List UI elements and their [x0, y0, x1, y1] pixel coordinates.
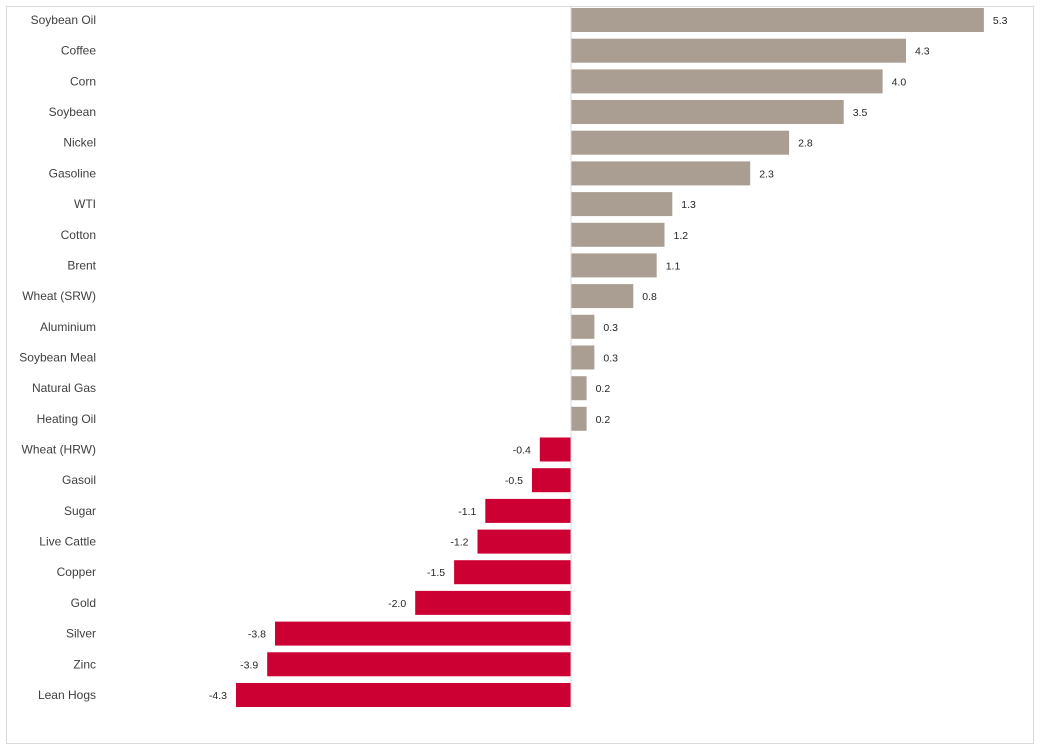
category-label-copper: Copper — [57, 565, 96, 579]
bar-heating-oil — [571, 406, 587, 431]
category-label-corn: Corn — [70, 74, 96, 88]
bar-coffee — [571, 38, 906, 63]
value-label-coffee: 4.3 — [915, 46, 930, 58]
bar-brent — [571, 253, 657, 278]
category-label-aluminium: Aluminium — [40, 320, 96, 334]
category-label-gasoline: Gasoline — [49, 166, 97, 180]
bar-gold — [415, 590, 571, 615]
value-label-soybean-meal: 0.3 — [603, 353, 618, 365]
value-label-nickel: 2.8 — [798, 138, 813, 150]
bar-cotton — [571, 222, 665, 247]
value-label-gold: -2.0 — [388, 598, 406, 610]
value-label-sugar: -1.1 — [458, 506, 476, 518]
value-label-wti: 1.3 — [681, 199, 696, 211]
bar-silver — [275, 621, 571, 646]
chart-frame — [6, 6, 1034, 744]
bar-natural-gas — [571, 376, 587, 401]
value-label-zinc: -3.9 — [240, 659, 258, 671]
category-label-heating-oil: Heating Oil — [37, 412, 96, 426]
bar-gasoil — [532, 468, 571, 493]
value-label-silver: -3.8 — [248, 629, 266, 641]
bar-lean-hogs — [236, 683, 571, 707]
value-label-corn: 4.0 — [892, 76, 907, 88]
category-label-soybean-oil: Soybean Oil — [31, 13, 96, 27]
category-label-cotton: Cotton — [61, 228, 96, 242]
category-label-silver: Silver — [66, 627, 96, 641]
category-label-soybean-meal: Soybean Meal — [19, 351, 96, 365]
value-label-copper: -1.5 — [427, 567, 445, 579]
value-label-cotton: 1.2 — [674, 230, 689, 242]
category-label-soybean: Soybean — [49, 105, 96, 119]
category-label-natural-gas: Natural Gas — [32, 381, 96, 395]
bar-gasoline — [571, 161, 751, 186]
category-label-nickel: Nickel — [63, 136, 96, 150]
bar-wheat-hrw — [539, 437, 571, 462]
value-label-aluminium: 0.3 — [603, 322, 618, 334]
category-label-gold: Gold — [71, 596, 96, 610]
category-label-zinc: Zinc — [73, 657, 96, 671]
category-label-sugar: Sugar — [64, 504, 96, 518]
bar-zinc — [267, 652, 571, 677]
bar-copper — [454, 560, 571, 585]
labels-layer: Soybean Oil 5.3 Coffee 4.3 Corn 4.0 Soybean 3.5… — [19, 13, 1007, 702]
bars-layer — [236, 8, 984, 707]
value-label-brent: 1.1 — [666, 260, 681, 272]
category-label-live-cattle: Live Cattle — [39, 535, 96, 549]
bar-live-cattle — [477, 529, 571, 554]
category-label-wheat-hrw: Wheat (HRW) — [22, 443, 96, 457]
bar-soybean-oil — [571, 8, 984, 32]
value-label-heating-oil: 0.2 — [596, 414, 611, 426]
category-label-coffee: Coffee — [61, 44, 96, 58]
value-label-soybean-oil: 5.3 — [993, 15, 1008, 27]
category-label-lean-hogs: Lean Hogs — [38, 688, 96, 702]
value-label-gasoline: 2.3 — [759, 168, 774, 180]
bar-wti — [571, 192, 673, 217]
value-label-gasoil: -0.5 — [505, 475, 523, 487]
bar-sugar — [485, 498, 571, 523]
value-label-wheat-hrw: -0.4 — [513, 445, 531, 457]
category-label-wti: WTI — [74, 197, 96, 211]
category-label-gasoil: Gasoil — [62, 473, 96, 487]
category-label-brent: Brent — [67, 258, 96, 272]
value-label-lean-hogs: -4.3 — [209, 690, 227, 702]
bar-corn — [571, 69, 883, 94]
value-label-wheat-srw: 0.8 — [642, 291, 657, 303]
value-label-natural-gas: 0.2 — [596, 383, 611, 395]
bar-aluminium — [571, 314, 595, 339]
value-label-live-cattle: -1.2 — [450, 537, 468, 549]
value-label-soybean: 3.5 — [853, 107, 868, 119]
category-label-wheat-srw: Wheat (SRW) — [22, 289, 96, 303]
bar-wheat-srw — [571, 284, 634, 309]
bar-soybean-meal — [571, 345, 595, 370]
bar-soybean — [571, 100, 844, 124]
bar-nickel — [571, 130, 790, 155]
